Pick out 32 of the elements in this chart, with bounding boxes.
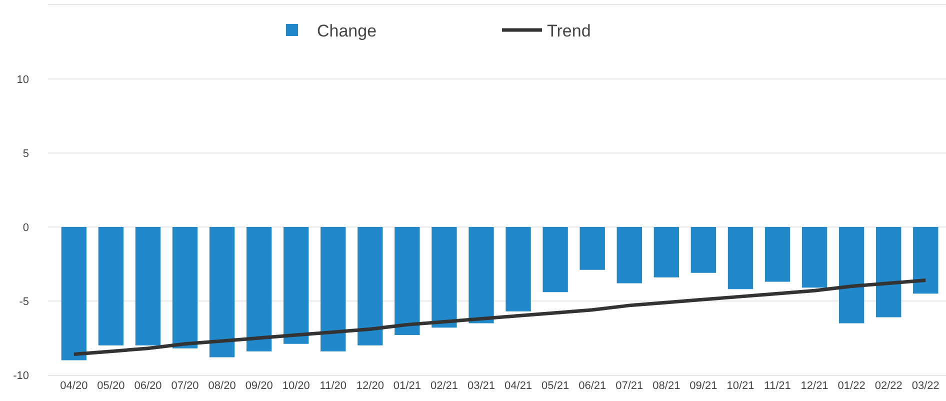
x-tick-label: 03/22 <box>912 380 940 392</box>
legend-label: Change <box>317 22 377 41</box>
x-tick-label: 09/20 <box>245 380 273 392</box>
y-tick-label: 5 <box>22 148 29 160</box>
x-tick-label: 11/21 <box>764 380 791 392</box>
x-tick-label: 07/20 <box>171 380 199 392</box>
x-tick-label: 07/21 <box>616 380 644 392</box>
legend-label: Trend <box>547 22 591 41</box>
x-tick-label: 01/21 <box>393 380 421 392</box>
x-tick-label: 12/20 <box>356 380 384 392</box>
x-tick-label: 08/21 <box>652 380 680 392</box>
x-tick-label: 10/20 <box>282 380 310 392</box>
y-tick-label: -5 <box>19 296 29 308</box>
x-tick-label: 03/21 <box>467 380 496 392</box>
y-tick-label: 10 <box>16 74 29 86</box>
x-tick-label: 12/21 <box>800 380 828 392</box>
y-tick-label: -10 <box>13 370 29 382</box>
x-tick-label: 01/22 <box>838 380 866 392</box>
x-tick-label: 09/21 <box>690 380 718 392</box>
x-tick-label: 06/21 <box>578 380 606 392</box>
x-tick-label: 05/20 <box>97 380 125 392</box>
x-tick-label: 08/20 <box>208 380 236 392</box>
x-tick-label: 06/20 <box>134 380 162 392</box>
x-tick-label: 04/21 <box>504 380 532 392</box>
x-tick-label: 02/21 <box>430 380 458 392</box>
x-tick-label: 05/21 <box>542 380 570 392</box>
y-tick-label: 0 <box>22 222 29 234</box>
line-series <box>72 278 928 356</box>
x-tick-label: 11/20 <box>320 380 346 392</box>
x-tick-label: 10/21 <box>726 380 754 392</box>
x-tick-label: 02/22 <box>874 380 902 392</box>
x-tick-label: 04/20 <box>60 380 88 392</box>
